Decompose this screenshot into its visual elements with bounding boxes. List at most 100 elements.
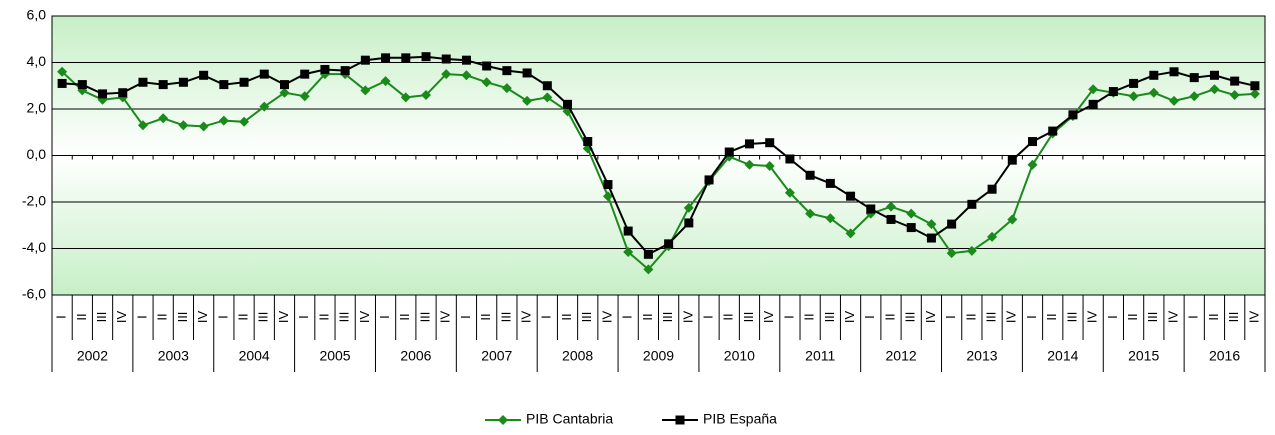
marker: [926, 233, 936, 243]
marker: [805, 208, 816, 219]
marker: [421, 90, 432, 101]
marker: [340, 66, 350, 76]
marker: [482, 61, 492, 71]
x-tick-label: II: [155, 313, 170, 320]
x-tick-label: IV: [1246, 311, 1261, 324]
x-tick-label: II: [963, 313, 978, 320]
marker: [683, 202, 694, 213]
marker: [498, 415, 508, 425]
marker: [1108, 87, 1118, 97]
year-label: 2012: [886, 348, 917, 364]
x-tick-label: II: [1044, 313, 1059, 320]
marker: [886, 214, 896, 224]
marker: [300, 69, 310, 79]
marker: [381, 53, 391, 63]
year-label: 2002: [77, 348, 108, 364]
x-tick-label: II: [235, 313, 250, 320]
marker: [675, 415, 685, 425]
x-tick-label: II: [559, 313, 574, 320]
marker: [825, 178, 835, 188]
marker: [198, 121, 209, 132]
x-tick-label: IV: [195, 311, 210, 324]
marker: [77, 80, 87, 90]
x-tick-label: III: [417, 312, 432, 323]
marker: [765, 138, 775, 148]
year-label: 2006: [400, 348, 431, 364]
x-tick-label: II: [1125, 313, 1140, 320]
marker: [1088, 99, 1098, 109]
marker: [239, 116, 250, 127]
marker: [643, 264, 654, 275]
y-tick-label: 0,0: [27, 146, 47, 162]
x-tick-label: I: [943, 315, 958, 319]
marker: [239, 77, 249, 87]
marker: [1088, 84, 1099, 95]
x-tick-label: III: [256, 312, 271, 323]
x-tick-label: I: [1186, 315, 1201, 319]
x-tick-label: IV: [599, 311, 614, 324]
x-tick-label: I: [539, 315, 554, 319]
marker: [481, 77, 492, 88]
marker: [441, 69, 452, 80]
marker: [1209, 84, 1220, 95]
x-tick-label: IV: [276, 311, 291, 324]
marker: [137, 120, 148, 131]
marker: [643, 249, 653, 259]
marker: [461, 70, 472, 81]
x-tick-label: I: [1024, 315, 1039, 319]
x-tick-label: III: [498, 312, 513, 323]
x-tick-label: I: [781, 315, 796, 319]
x-tick-label: I: [700, 315, 715, 319]
marker: [967, 199, 977, 209]
marker: [441, 54, 451, 64]
x-tick-label: I: [377, 315, 392, 319]
year-label: 2004: [239, 348, 270, 364]
x-tick-label: II: [721, 313, 736, 320]
marker: [1068, 110, 1078, 120]
marker: [1027, 159, 1038, 170]
x-tick-label: II: [882, 313, 897, 320]
marker: [138, 77, 148, 87]
marker: [522, 68, 532, 78]
marker: [259, 69, 269, 79]
marker: [178, 77, 188, 87]
x-tick-label: I: [862, 315, 877, 319]
legend-label: PIB España: [703, 411, 777, 427]
marker: [542, 81, 552, 91]
marker: [421, 52, 431, 62]
y-tick-label: -2,0: [22, 193, 46, 209]
year-label: 2009: [643, 348, 674, 364]
marker: [1048, 126, 1058, 136]
marker: [380, 76, 391, 87]
marker: [744, 139, 754, 149]
x-tick-label: I: [1105, 315, 1120, 319]
x-tick-label: IV: [438, 311, 453, 324]
positive-area: [52, 16, 1265, 156]
x-tick-label: III: [1064, 312, 1079, 323]
marker: [885, 201, 896, 212]
marker: [947, 219, 957, 229]
x-tick-label: III: [741, 312, 756, 323]
marker: [501, 83, 512, 94]
x-tick-label: III: [1145, 312, 1160, 323]
marker: [360, 85, 371, 96]
year-label: 2005: [319, 348, 350, 364]
marker: [805, 170, 815, 180]
marker: [845, 228, 856, 239]
marker: [299, 91, 310, 102]
x-tick-label: II: [74, 313, 89, 320]
marker: [522, 95, 533, 106]
x-tick-label: III: [984, 312, 999, 323]
marker: [1189, 73, 1199, 83]
marker: [219, 80, 229, 90]
year-label: 2003: [158, 348, 189, 364]
marker: [1249, 88, 1260, 99]
marker: [1169, 95, 1180, 106]
marker: [583, 137, 593, 147]
marker: [98, 89, 108, 99]
x-tick-label: IV: [357, 311, 372, 324]
marker: [401, 53, 411, 63]
marker: [704, 175, 714, 185]
x-tick-label: II: [802, 313, 817, 320]
x-tick-label: III: [822, 312, 837, 323]
